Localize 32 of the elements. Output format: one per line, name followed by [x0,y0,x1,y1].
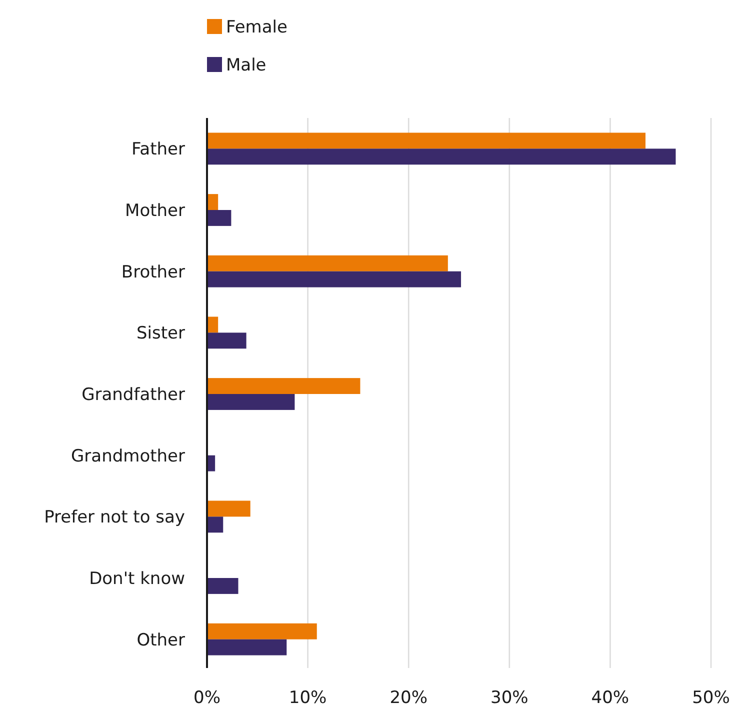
legend-label: Female [226,17,288,38]
y-tick-label: Other [136,630,185,650]
y-tick-label: Brother [121,262,185,282]
x-tick-label: 20% [390,688,428,708]
x-tick-label: 40% [591,688,630,708]
x-tick-label: 10% [288,688,327,708]
x-tick-label: 30% [490,688,528,708]
bar [207,194,218,210]
y-tick-label: Grandfather [82,384,186,405]
bar [207,516,224,533]
bar [207,394,295,410]
legend-label: Male [226,55,266,76]
bar [207,578,238,594]
bar [207,148,676,165]
bar [207,623,317,640]
bar [207,255,448,272]
x-tick-label: 50% [692,688,730,708]
y-tick-label: Mother [125,200,185,221]
bar [207,132,646,149]
bar [207,271,462,288]
y-tick-label: Sister [136,324,185,344]
bar [207,500,250,517]
bar [207,639,287,656]
y-tick-label: Father [131,140,186,160]
x-tick-label: 0% [194,688,220,708]
bar [207,316,218,333]
bar [207,332,246,349]
y-tick-label: Grandmother [71,446,186,466]
y-tick-label: Don't know [89,568,186,589]
bar [207,210,232,226]
y-tick-label: Prefer not to say [44,508,185,528]
bar [207,378,360,394]
